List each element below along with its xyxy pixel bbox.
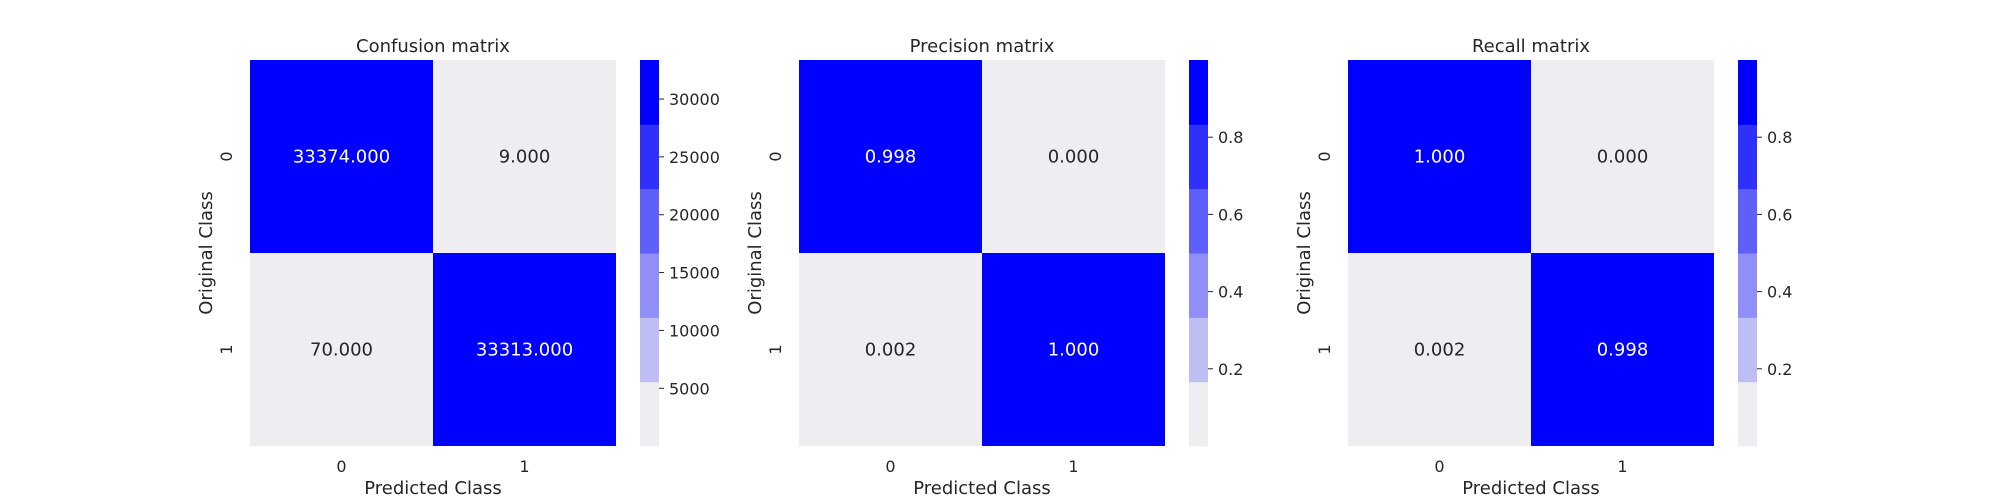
x-tick-label: 0 (1434, 457, 1444, 476)
y-axis-label: Original Class (196, 191, 217, 315)
y-axis-label: Original Class (1294, 191, 1315, 315)
heatmap-cell (982, 60, 1165, 253)
heatmap-cell (1531, 60, 1714, 253)
y-axis-label: Original Class (745, 191, 766, 315)
y-tick-label: 1 (217, 344, 236, 354)
colorbar-tick-label: 30000 (669, 90, 720, 109)
colorbar-segment (1738, 381, 1757, 447)
heatmap-cells: 33374.000 9.000 70.000 33313.000 (250, 60, 616, 446)
colorbar-segment (1738, 253, 1757, 318)
x-axis-label: Predicted Class (364, 478, 502, 499)
colorbar-segment (1738, 60, 1757, 125)
colorbar-segment (640, 381, 659, 447)
colorbar-segment (1189, 253, 1208, 318)
colorbar-segment (1189, 124, 1208, 190)
y-tick-label: 0 (766, 151, 785, 161)
colorbar-segment (1189, 381, 1208, 447)
cell-value-label: 0.998 (1597, 340, 1649, 361)
colorbar-tick-label: 0.2 (1767, 360, 1792, 379)
heatmap-cell (1531, 253, 1714, 446)
y-tick-label: 0 (1315, 151, 1334, 161)
heatmap-cell (1348, 60, 1531, 253)
colorbar-tick-label: 20000 (669, 206, 720, 225)
cell-value-label: 0.000 (1048, 147, 1100, 168)
cell-value-label: 33374.000 (293, 147, 390, 168)
cell-value-label: 33313.000 (476, 340, 573, 361)
heatmap-cell (799, 253, 982, 446)
colorbar-segment (640, 60, 659, 125)
cell-value-label: 0.002 (1414, 340, 1466, 361)
heatmap-cells: 1.000 0.000 0.002 0.998 (1348, 60, 1714, 446)
heatmap-cell (1348, 253, 1531, 446)
cell-value-label: 9.000 (499, 147, 551, 168)
colorbar: 0.2 0.4 0.6 0.8 (1189, 60, 1243, 447)
colorbar-segment (640, 317, 659, 383)
colorbar-tick-label: 0.4 (1767, 283, 1792, 302)
y-axis-ticks: 01 (217, 151, 236, 354)
chart-title: Precision matrix (910, 36, 1055, 57)
colorbar-segment (1189, 317, 1208, 383)
colorbar-tick-label: 15000 (669, 264, 720, 283)
y-tick-label: 0 (217, 151, 236, 161)
heatmap-cell (799, 60, 982, 253)
x-axis-label: Predicted Class (913, 478, 1051, 499)
cell-value-label: 0.998 (865, 147, 917, 168)
cell-value-label: 0.000 (1597, 147, 1649, 168)
x-tick-label: 0 (885, 457, 895, 476)
colorbar-tick-label: 0.6 (1218, 205, 1243, 224)
cell-value-label: 70.000 (310, 340, 373, 361)
colorbar-segment (1189, 188, 1208, 254)
y-tick-label: 1 (766, 344, 785, 354)
x-tick-label: 1 (1617, 457, 1627, 476)
chart-title: Confusion matrix (356, 36, 510, 57)
colorbar-tick-label: 0.2 (1218, 360, 1243, 379)
colorbar: 0.2 0.4 0.6 0.8 (1738, 60, 1792, 447)
cell-value-label: 1.000 (1048, 340, 1100, 361)
x-tick-label: 1 (1068, 457, 1078, 476)
y-axis-ticks: 01 (766, 151, 785, 354)
colorbar-segment (640, 124, 659, 190)
chart-title: Recall matrix (1472, 36, 1590, 57)
heatmap-cell (433, 253, 616, 446)
colorbar-segment (1738, 188, 1757, 254)
heatmap-cell (250, 60, 433, 253)
colorbar-segment (1738, 124, 1757, 190)
colorbar-tick-label: 0.8 (1218, 128, 1243, 147)
colorbar-segment (640, 188, 659, 254)
heatmap-cells: 0.998 0.000 0.002 1.000 (799, 60, 1165, 446)
colorbar-segment (1738, 317, 1757, 383)
heatmap-cell (982, 253, 1165, 446)
colorbar: 5000 10000 15000 20000 25000 30000 (640, 60, 720, 447)
x-tick-label: 1 (519, 457, 529, 476)
x-tick-label: 0 (336, 457, 346, 476)
colorbar-tick-label: 10000 (669, 321, 720, 340)
colorbar-segment (640, 253, 659, 318)
y-axis-ticks: 01 (1315, 151, 1334, 354)
colorbar-tick-label: 5000 (669, 379, 710, 398)
colorbar-tick-label: 25000 (669, 148, 720, 167)
heatmap-cell (250, 253, 433, 446)
y-tick-label: 1 (1315, 344, 1334, 354)
heatmap-cell (433, 60, 616, 253)
cell-value-label: 0.002 (865, 340, 917, 361)
colorbar-tick-label: 0.8 (1767, 128, 1792, 147)
colorbar-tick-label: 0.6 (1767, 205, 1792, 224)
colorbar-tick-label: 0.4 (1218, 283, 1243, 302)
cell-value-label: 1.000 (1414, 147, 1466, 168)
x-axis-label: Predicted Class (1462, 478, 1600, 499)
colorbar-segment (1189, 60, 1208, 125)
